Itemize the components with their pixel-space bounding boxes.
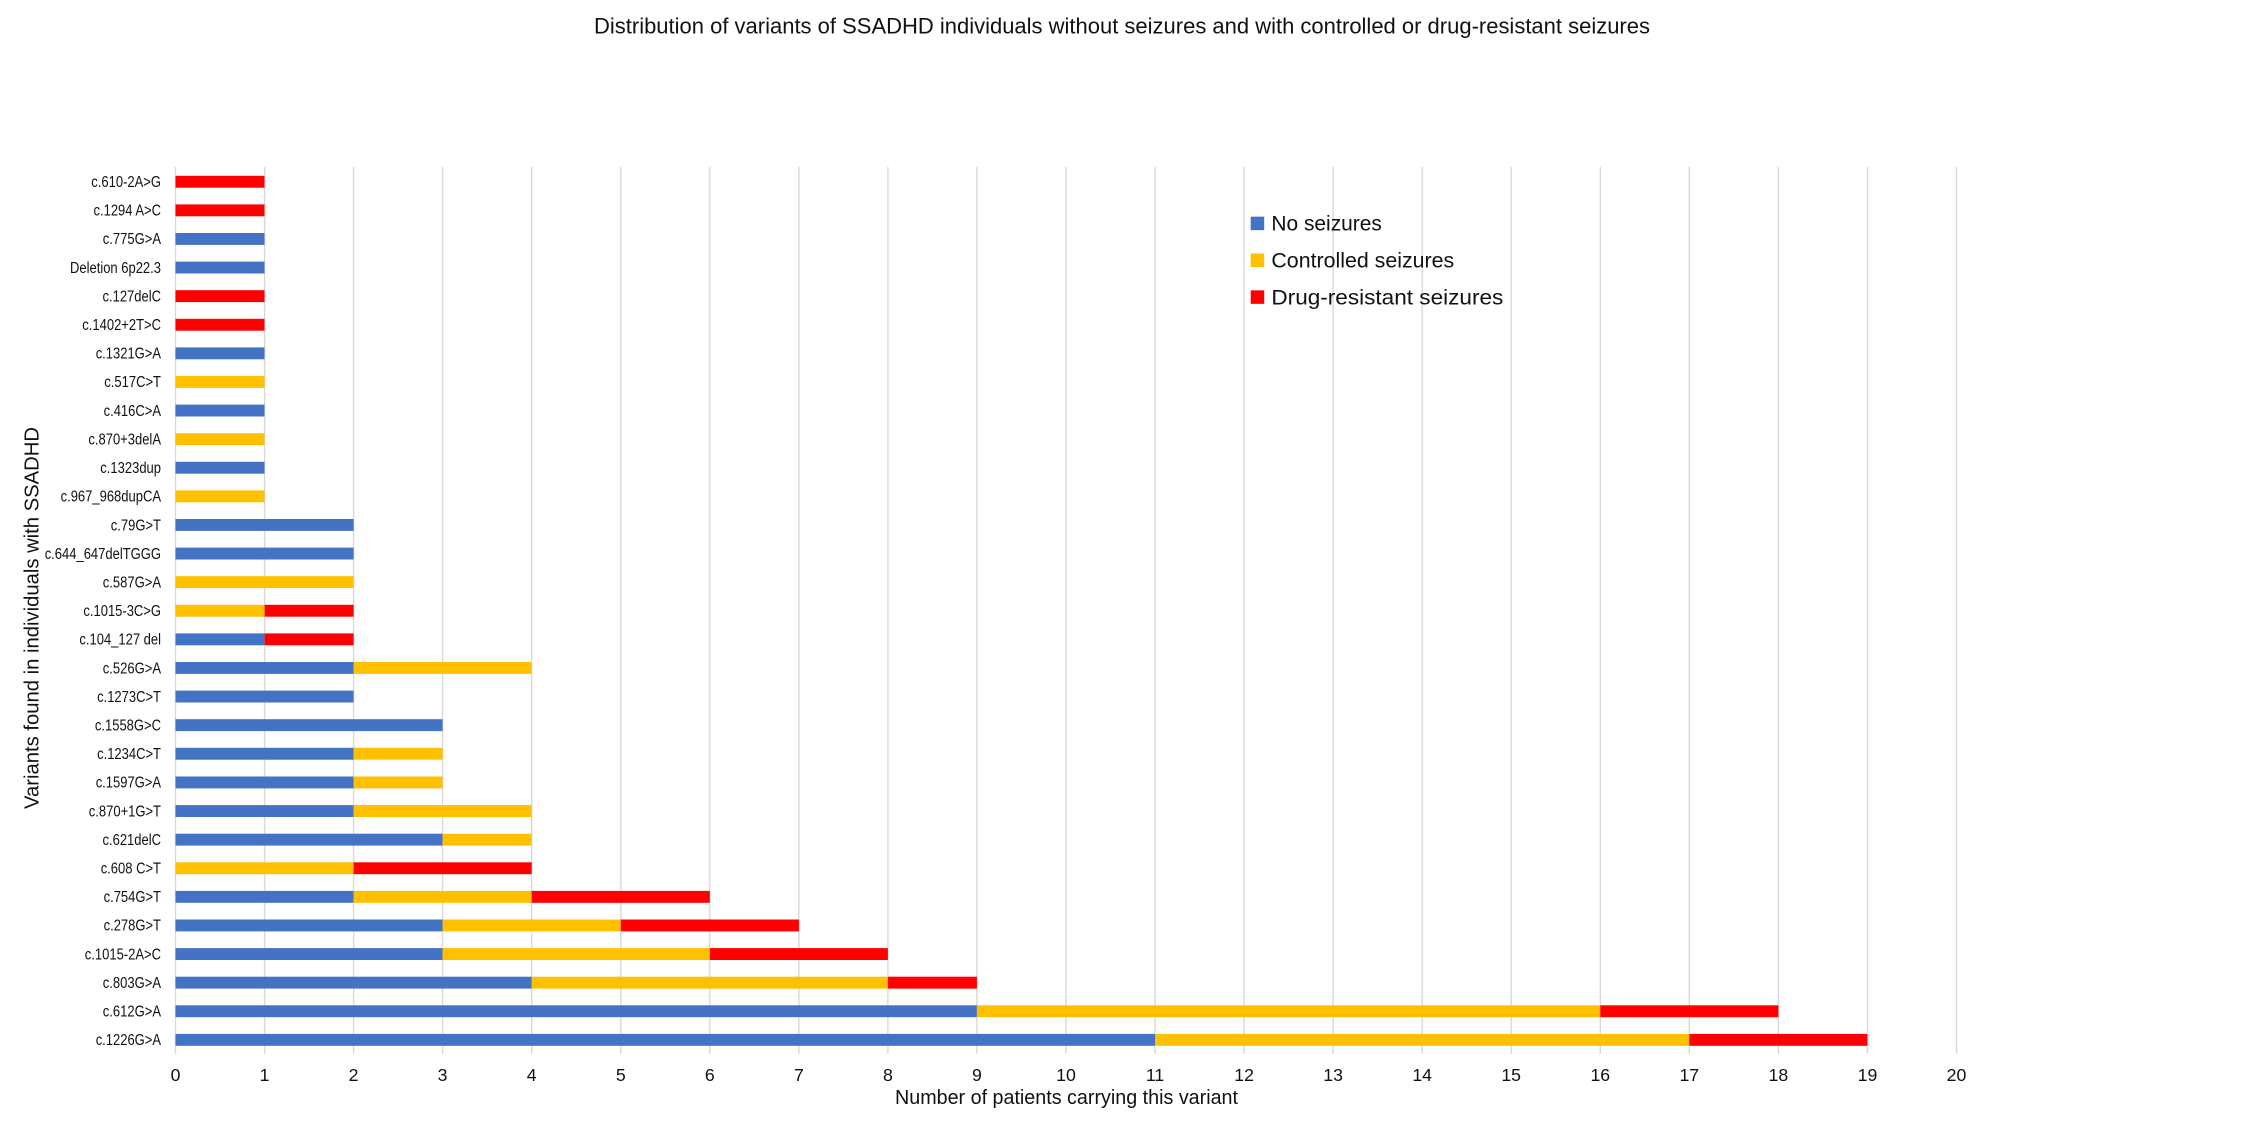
svg-text:c.278G>T: c.278G>T	[104, 918, 162, 935]
svg-text:c.1321G>A: c.1321G>A	[96, 346, 162, 363]
svg-text:c.967_968dupCA: c.967_968dupCA	[61, 489, 162, 506]
svg-text:10: 10	[1056, 1065, 1076, 1085]
svg-text:Controlled seizures: Controlled seizures	[1271, 249, 1454, 272]
svg-text:c.127delC: c.127delC	[103, 288, 162, 305]
svg-text:Drug-resistant seizures: Drug-resistant seizures	[1271, 286, 1503, 309]
svg-text:c.1234C>T: c.1234C>T	[97, 746, 161, 763]
svg-text:c.517C>T: c.517C>T	[104, 374, 161, 391]
svg-text:0: 0	[171, 1065, 181, 1085]
svg-text:13: 13	[1323, 1065, 1343, 1085]
svg-text:c.1402+2T>C: c.1402+2T>C	[82, 317, 161, 334]
svg-text:c.104_127 del: c.104_127 del	[79, 632, 161, 649]
svg-text:c.621delC: c.621delC	[103, 832, 162, 849]
svg-text:15: 15	[1501, 1065, 1521, 1085]
svg-text:c.803G>A: c.803G>A	[103, 975, 162, 992]
svg-text:c.608 C>T: c.608 C>T	[101, 861, 162, 878]
svg-text:1: 1	[260, 1065, 270, 1085]
svg-text:Number of patients carrying th: Number of patients carrying this variant	[895, 1087, 1238, 1109]
svg-text:5: 5	[616, 1065, 626, 1085]
svg-text:17: 17	[1679, 1065, 1699, 1085]
svg-text:18: 18	[1769, 1065, 1789, 1085]
svg-text:c.1226G>A: c.1226G>A	[96, 1032, 162, 1049]
svg-text:8: 8	[883, 1065, 893, 1085]
svg-text:c.1273C>T: c.1273C>T	[97, 689, 161, 706]
svg-text:c.416C>A: c.416C>A	[104, 403, 162, 420]
svg-text:c.587G>A: c.587G>A	[103, 575, 162, 592]
svg-text:7: 7	[794, 1065, 804, 1085]
svg-text:3: 3	[438, 1065, 448, 1085]
svg-text:c.1015-2A>C: c.1015-2A>C	[85, 946, 161, 963]
svg-text:19: 19	[1858, 1065, 1878, 1085]
svg-text:20: 20	[1947, 1065, 1967, 1085]
svg-text:Distribution of variants of SS: Distribution of variants of SSADHD indiv…	[594, 14, 1650, 39]
svg-text:c.526G>A: c.526G>A	[103, 660, 162, 677]
svg-text:c.1015-3C>G: c.1015-3C>G	[83, 603, 161, 620]
svg-text:c.775G>A: c.775G>A	[103, 231, 162, 248]
svg-text:4: 4	[527, 1065, 537, 1085]
svg-text:c.1294 A>C: c.1294 A>C	[94, 203, 162, 220]
svg-text:Deletion 6p22.3: Deletion 6p22.3	[70, 260, 161, 277]
svg-text:11: 11	[1146, 1065, 1164, 1085]
svg-text:9: 9	[972, 1065, 982, 1085]
svg-text:12: 12	[1234, 1065, 1254, 1085]
svg-text:c.610-2A>G: c.610-2A>G	[91, 174, 161, 191]
svg-text:14: 14	[1412, 1065, 1432, 1085]
svg-text:6: 6	[705, 1065, 715, 1085]
svg-text:2: 2	[349, 1065, 359, 1085]
svg-text:c.1323dup: c.1323dup	[100, 460, 161, 477]
svg-text:Variants found in individuals: Variants found in individuals with SSADH…	[22, 427, 44, 809]
svg-text:c.1558G>C: c.1558G>C	[95, 718, 161, 735]
svg-text:c.612G>A: c.612G>A	[103, 1004, 162, 1021]
svg-text:c.870+3delA: c.870+3delA	[88, 431, 161, 448]
svg-text:No seizures: No seizures	[1271, 213, 1382, 236]
svg-text:c.644_647delTGGG: c.644_647delTGGG	[45, 546, 161, 563]
svg-text:c.79G>T: c.79G>T	[111, 517, 162, 534]
svg-text:c.870+1G>T: c.870+1G>T	[89, 803, 162, 820]
svg-text:16: 16	[1590, 1065, 1610, 1085]
svg-text:c.1597G>A: c.1597G>A	[96, 775, 162, 792]
svg-text:c.754G>T: c.754G>T	[104, 889, 162, 906]
